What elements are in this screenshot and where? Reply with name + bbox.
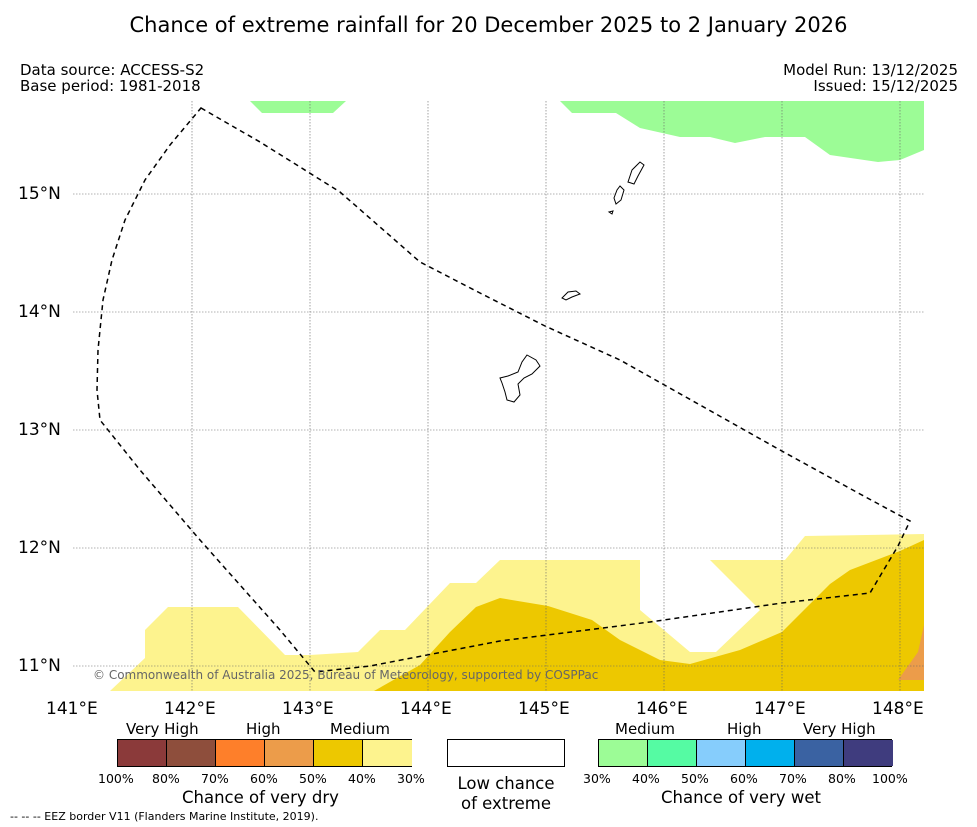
lon-label: 144°E xyxy=(400,699,452,719)
dry-tick: 50% xyxy=(299,771,327,786)
wet-medium-region-north xyxy=(250,101,346,113)
wet-tick: 80% xyxy=(828,771,856,786)
wet-tick: 100% xyxy=(872,771,908,786)
dry-swatch xyxy=(216,740,265,766)
graticule xyxy=(73,101,924,691)
lat-label: 14°N xyxy=(18,302,61,322)
dry-swatch xyxy=(314,740,363,766)
dry-tick: 60% xyxy=(250,771,278,786)
wet-swatch xyxy=(599,740,648,766)
dry-tick: 100% xyxy=(98,771,134,786)
eez-border xyxy=(96,107,911,673)
lon-label: 148°E xyxy=(872,699,924,719)
wet-swatch xyxy=(648,740,697,766)
wet-swatch xyxy=(844,740,893,766)
dry-high-label: High xyxy=(246,720,281,738)
wet-tick: 50% xyxy=(681,771,709,786)
lon-label: 147°E xyxy=(754,699,806,719)
aguijan-island xyxy=(607,210,614,215)
lat-label: 11°N xyxy=(18,656,61,676)
saipan-island xyxy=(627,161,645,185)
lon-label: 146°E xyxy=(636,699,688,719)
wet-swatch xyxy=(746,740,795,766)
lat-label: 13°N xyxy=(18,420,61,440)
lon-label: 142°E xyxy=(164,699,216,719)
dry-swatch xyxy=(265,740,314,766)
wet-tick: 70% xyxy=(779,771,807,786)
eez-footnote: -- -- -- EEZ border V11 (Flanders Marine… xyxy=(10,810,319,823)
wet-swatch xyxy=(795,740,844,766)
wet-caption: Chance of very wet xyxy=(661,788,821,807)
lon-label: 141°E xyxy=(46,699,98,719)
dry-caption: Chance of very dry xyxy=(182,788,339,807)
wet-high-label: High xyxy=(727,720,762,738)
tinian-island xyxy=(613,185,625,205)
lat-label: 15°N xyxy=(18,184,61,204)
dry-colorbar xyxy=(117,739,412,767)
base-period: Base period: 1981-2018 xyxy=(20,77,201,95)
rota-island xyxy=(561,290,582,301)
dry-tick: 70% xyxy=(201,771,229,786)
wet-tick: 30% xyxy=(583,771,611,786)
dry-tick: 80% xyxy=(152,771,180,786)
guam-island xyxy=(499,354,541,403)
dry-tick: 30% xyxy=(397,771,425,786)
low-chance-line2: of extreme xyxy=(460,794,552,813)
wet-medium-region-northeast xyxy=(560,101,924,162)
low-chance-swatch xyxy=(447,739,565,767)
chart-title: Chance of extreme rainfall for 20 Decemb… xyxy=(129,13,848,37)
copyright-note: © Commonwealth of Australia 2025, Bureau… xyxy=(93,668,599,682)
dry-very-high-label: Very High xyxy=(126,720,199,738)
low-chance-line1: Low chance xyxy=(457,774,555,793)
wet-tick: 40% xyxy=(632,771,660,786)
dry-tick: 40% xyxy=(348,771,376,786)
issued-date: Issued: 15/12/2025 xyxy=(813,77,958,95)
wet-medium-label: Medium xyxy=(615,720,675,738)
wet-tick: 60% xyxy=(730,771,758,786)
dry-40-region xyxy=(374,540,924,691)
islands xyxy=(499,161,645,403)
wet-very-high-label: Very High xyxy=(803,720,876,738)
dry-medium-label: Medium xyxy=(330,720,390,738)
dry-swatch xyxy=(167,740,216,766)
dry-swatch xyxy=(363,740,412,766)
dry-swatch xyxy=(118,740,167,766)
lon-label: 145°E xyxy=(518,699,570,719)
data-source: Data source: ACCESS-S2 xyxy=(20,61,205,79)
wet-swatch xyxy=(697,740,746,766)
lon-label: 143°E xyxy=(282,699,334,719)
wet-colorbar xyxy=(598,739,893,767)
lat-label: 12°N xyxy=(18,538,61,558)
model-run: Model Run: 13/12/2025 xyxy=(783,61,958,79)
